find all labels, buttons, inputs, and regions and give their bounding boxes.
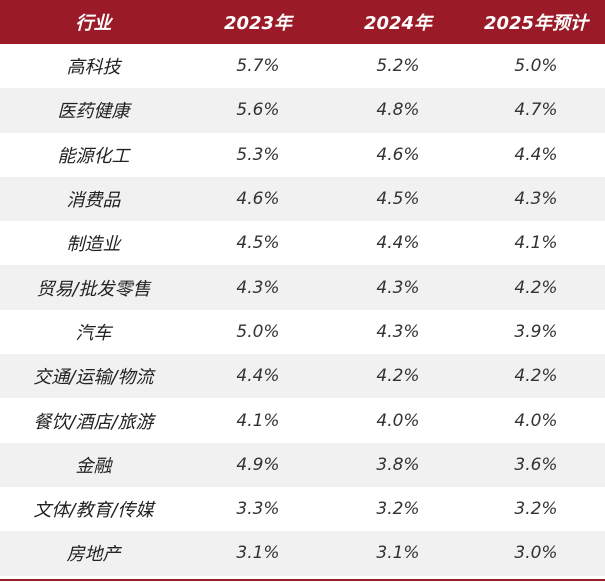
value-2023-cell: 5.6%	[236, 100, 280, 121]
value-2023-cell: 5.0%	[236, 321, 280, 342]
value-2024-cell: 5.2%	[376, 56, 420, 77]
table-row: 能源化工 5.3% 4.6% 4.4%	[0, 133, 605, 177]
value-2023-cell: 5.7%	[236, 56, 280, 77]
value-2025-cell: 5.0%	[514, 56, 558, 77]
value-2025-cell: 4.4%	[514, 144, 558, 165]
value-2025-cell: 3.6%	[514, 454, 558, 475]
header-industry: 行业	[75, 13, 112, 34]
table-row: 贸易/批发零售 4.3% 4.3% 4.2%	[0, 265, 605, 310]
table-row: 餐饮/酒店/旅游 4.1% 4.0% 4.0%	[0, 398, 605, 442]
value-2023-cell: 5.3%	[236, 144, 280, 165]
value-2024-cell: 4.6%	[376, 144, 420, 165]
value-2025-cell: 4.2%	[514, 366, 558, 387]
header-2025-forecast: 2025年预计	[483, 13, 589, 34]
industry-cell: 能源化工	[57, 145, 130, 167]
table-row: 制造业 4.5% 4.4% 4.1%	[0, 221, 605, 265]
industry-cell: 消费品	[66, 190, 121, 212]
value-2024-cell: 4.5%	[376, 189, 420, 210]
industry-cell: 餐饮/酒店/旅游	[33, 411, 154, 433]
value-2024-cell: 4.0%	[376, 410, 420, 431]
value-2025-cell: 3.2%	[514, 499, 558, 520]
table-row: 文体/教育/传媒 3.3% 3.2% 3.2%	[0, 487, 605, 531]
industry-cell: 汽车	[75, 322, 112, 344]
industry-cell: 房地产	[66, 544, 121, 566]
header-2023: 2023年	[223, 13, 293, 34]
table-row: 医药健康 5.6% 4.8% 4.7%	[0, 88, 605, 133]
value-2023-cell: 3.3%	[236, 499, 280, 520]
table-row: 交通/运输/物流 4.4% 4.2% 4.2%	[0, 354, 605, 399]
table-row: 金融 4.9% 3.8% 3.6%	[0, 442, 605, 487]
value-2025-cell: 4.2%	[514, 277, 558, 298]
value-2023-cell: 4.3%	[236, 277, 280, 298]
value-2024-cell: 4.3%	[376, 277, 420, 298]
value-2025-cell: 4.7%	[514, 100, 558, 121]
value-2025-cell: 4.0%	[514, 410, 558, 431]
value-2025-cell: 4.1%	[514, 233, 558, 254]
value-2024-cell: 4.3%	[376, 321, 420, 342]
value-2023-cell: 3.1%	[236, 543, 280, 564]
value-2023-cell: 4.5%	[236, 233, 280, 254]
table-bottom-rule	[0, 579, 605, 581]
industry-cell: 金融	[75, 455, 112, 477]
value-2024-cell: 3.1%	[376, 543, 420, 564]
industry-cell: 制造业	[66, 234, 121, 256]
value-2023-cell: 4.4%	[236, 366, 280, 387]
industry-cell: 高科技	[66, 57, 121, 79]
value-2024-cell: 3.8%	[376, 454, 420, 475]
value-2024-cell: 4.4%	[376, 233, 420, 254]
table-row: 消费品 4.6% 4.5% 4.3%	[0, 176, 605, 222]
value-2023-cell: 4.9%	[236, 454, 280, 475]
table-row: 汽车 5.0% 4.3% 3.9%	[0, 310, 605, 354]
value-2025-cell: 3.9%	[514, 321, 558, 342]
industry-cell: 交通/运输/物流	[33, 367, 154, 389]
value-2023-cell: 4.1%	[236, 410, 280, 431]
value-2023-cell: 4.6%	[236, 189, 280, 210]
table-row: 高科技 5.7% 5.2% 5.0%	[0, 44, 605, 88]
industry-cell: 贸易/批发零售	[36, 278, 151, 300]
value-2024-cell: 4.8%	[376, 100, 420, 121]
value-2025-cell: 4.3%	[514, 189, 558, 210]
industry-cell: 医药健康	[57, 101, 130, 123]
value-2024-cell: 4.2%	[376, 366, 420, 387]
header-row: 行业 2023年 2024年 2025年预计	[0, 0, 605, 44]
industry-cell: 文体/教育/传媒	[33, 500, 154, 522]
table-row: 房地产 3.1% 3.1% 3.0%	[0, 531, 605, 576]
value-2025-cell: 3.0%	[514, 543, 558, 564]
header-2024: 2024年	[363, 13, 433, 34]
value-2024-cell: 3.2%	[376, 499, 420, 520]
